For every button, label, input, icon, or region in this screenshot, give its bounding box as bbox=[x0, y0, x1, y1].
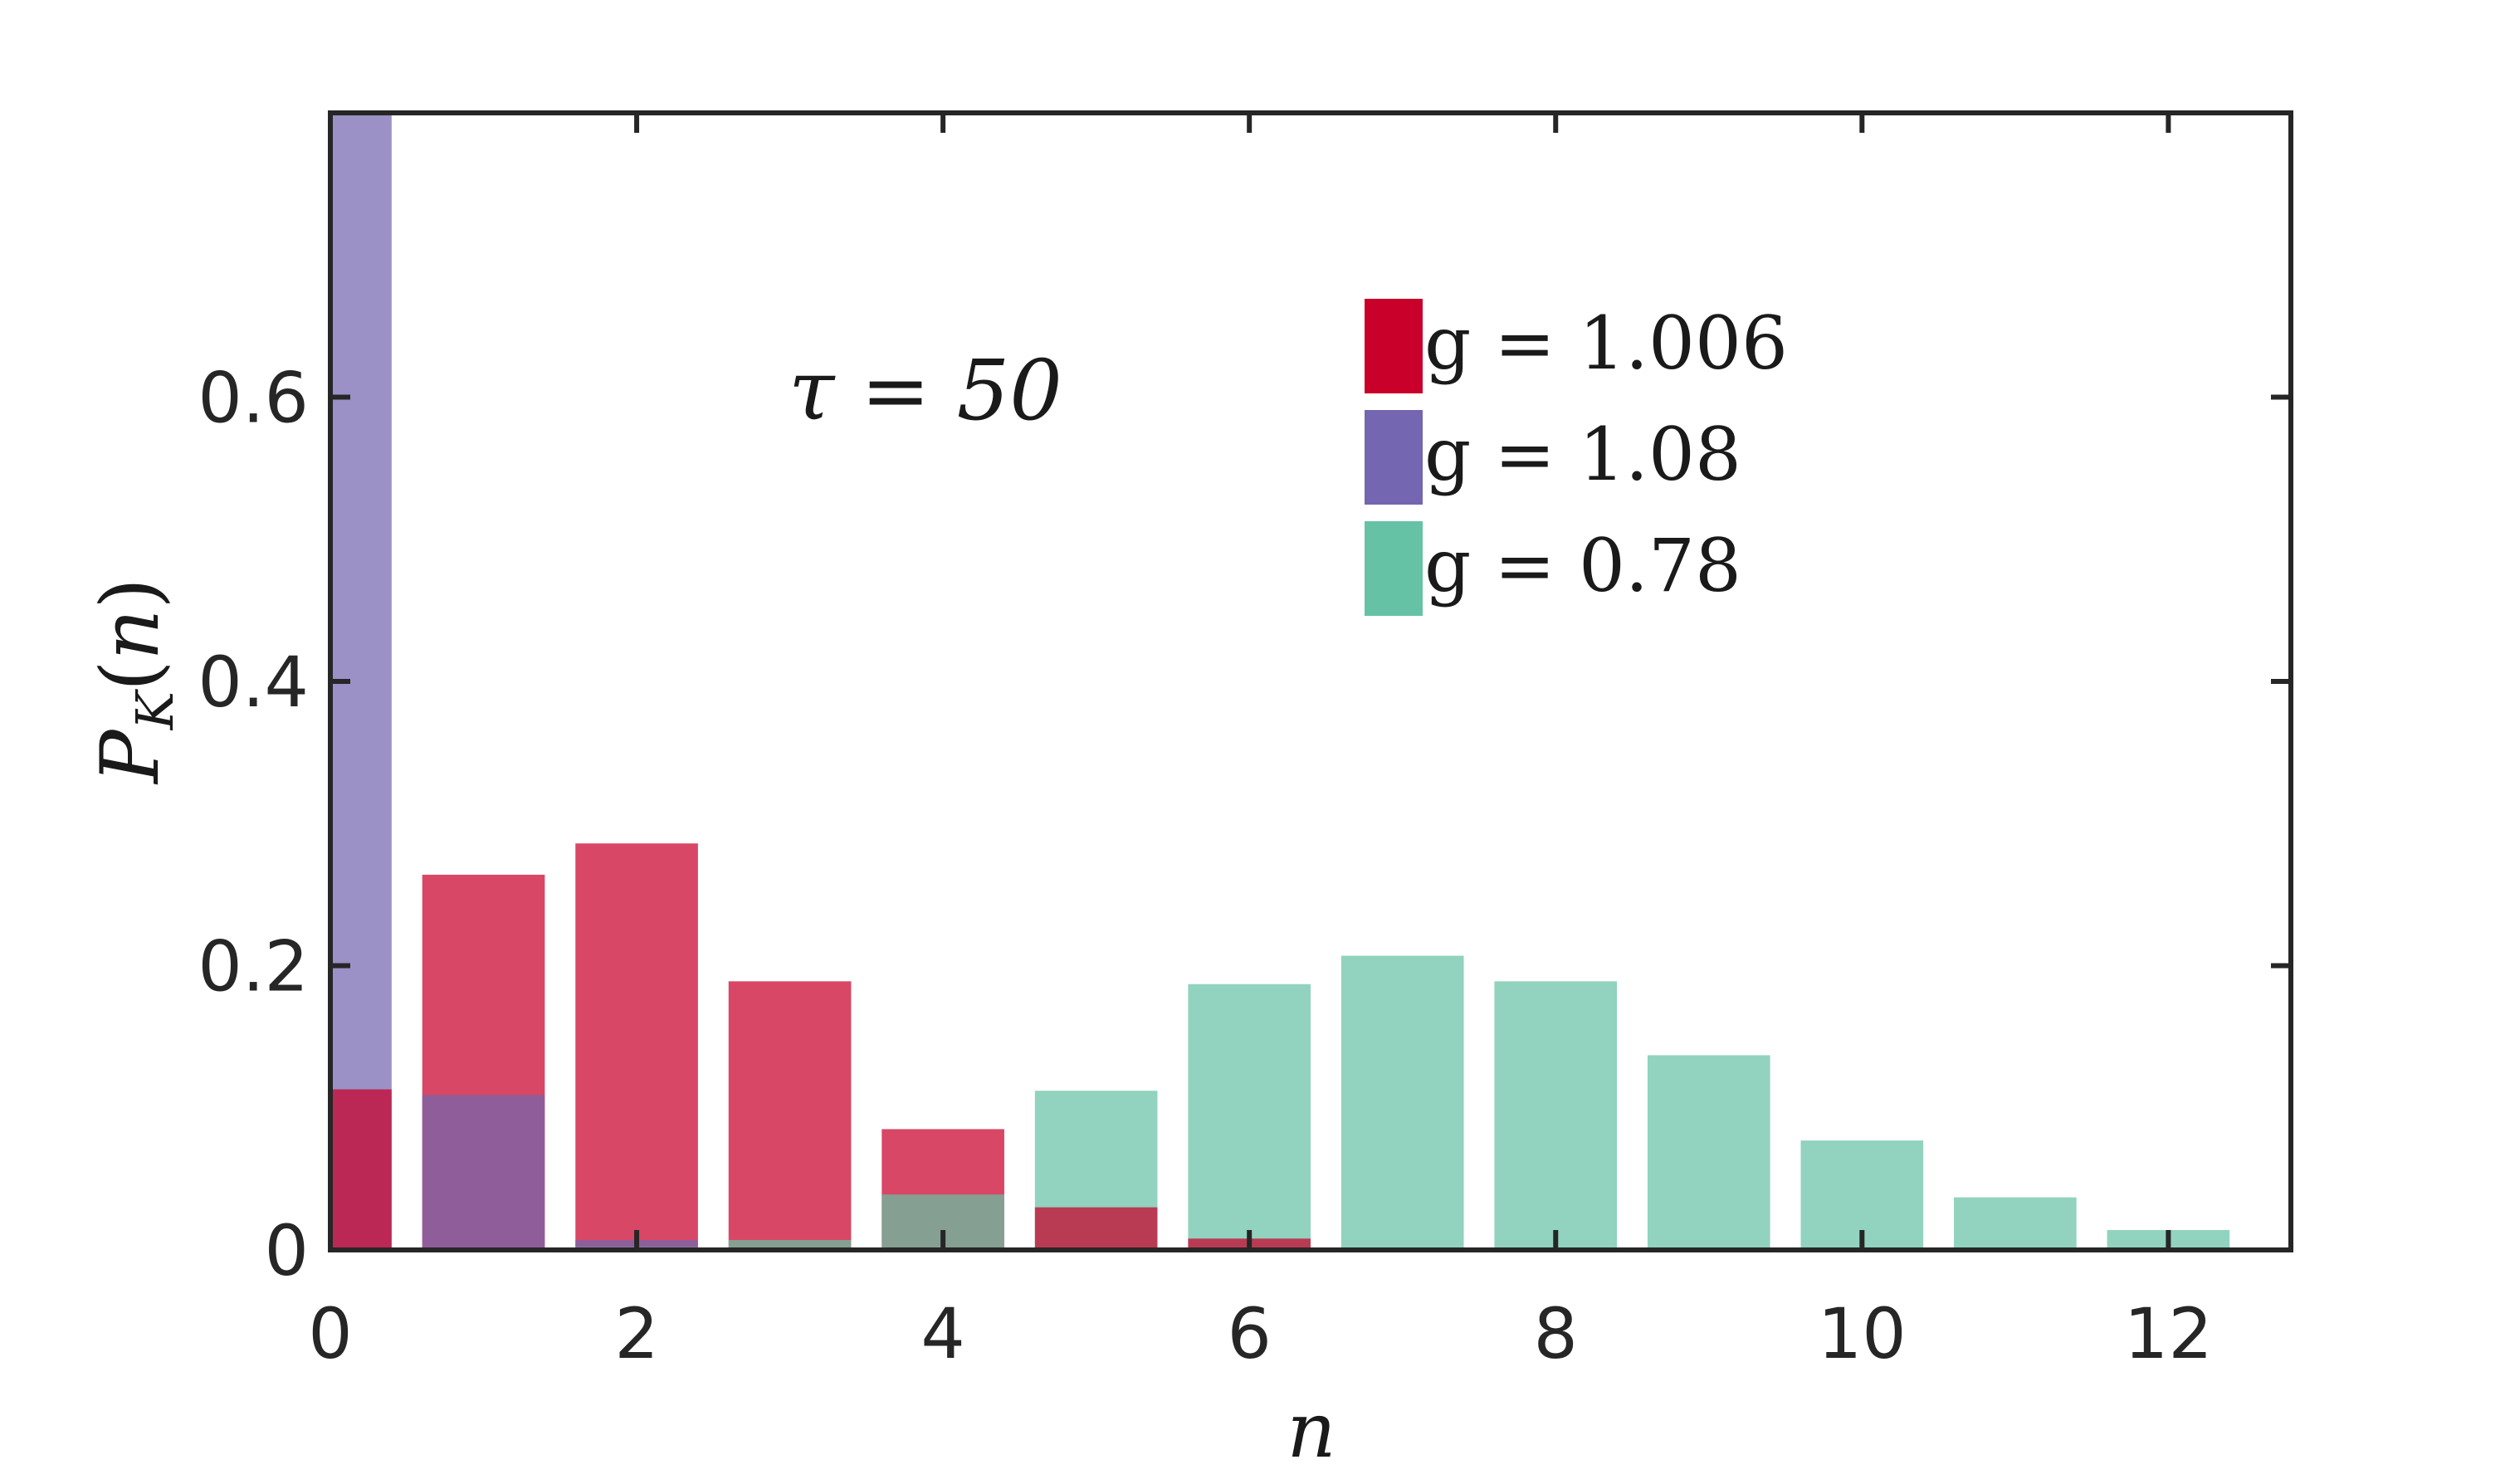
y-axis-label: PK(n) bbox=[84, 578, 185, 785]
bar-series-2-n-7 bbox=[1340, 955, 1464, 1250]
x-tick-label: 0 bbox=[308, 1293, 352, 1374]
x-tick-label: 8 bbox=[1534, 1293, 1578, 1374]
bar-series-0-n-5 bbox=[1034, 1207, 1158, 1250]
bar-series-2-n-3 bbox=[728, 1240, 852, 1250]
bar-series-0-n-0 bbox=[330, 1089, 392, 1250]
legend-swatch bbox=[1365, 521, 1423, 616]
x-tick-label: 10 bbox=[1818, 1293, 1907, 1374]
bar-series-0-n-3 bbox=[728, 981, 852, 1250]
y-tick-label: 0.4 bbox=[198, 642, 309, 723]
legend-swatch bbox=[1365, 299, 1423, 393]
bar-series-2-n-6 bbox=[1188, 984, 1311, 1250]
x-tick-label: 6 bbox=[1227, 1293, 1271, 1374]
legend-entry: g = 1.08 bbox=[1424, 412, 1741, 497]
x-tick-label: 4 bbox=[920, 1293, 964, 1374]
x-tick-label: 2 bbox=[614, 1293, 658, 1374]
legend-entry: g = 0.78 bbox=[1424, 523, 1741, 608]
y-tick-label: 0.2 bbox=[198, 926, 309, 1008]
bars-group bbox=[330, 113, 2230, 1250]
plot-frame bbox=[328, 110, 2293, 1252]
bar-series-0-n-2 bbox=[575, 843, 698, 1250]
legend-entry: g = 1.006 bbox=[1424, 300, 1788, 386]
svg-text:PK(n): PK(n) bbox=[84, 578, 185, 785]
bar-series-2-n-8 bbox=[1494, 981, 1618, 1250]
bar-series-1-n-1 bbox=[422, 1095, 545, 1250]
x-tick-label: 12 bbox=[2124, 1293, 2213, 1374]
legend-swatch bbox=[1365, 410, 1423, 505]
tau-annotation: τ = 50 bbox=[789, 342, 1062, 439]
tick-labels: 0 2 4 6 8 10 12 0 0.2 0.4 0.6 bbox=[198, 358, 2212, 1375]
legend: g = 1.006 g = 1.08 g = 0.78 bbox=[1365, 299, 1788, 616]
x-axis-label: n bbox=[1287, 1386, 1336, 1475]
y-tick-label: 0 bbox=[265, 1210, 309, 1291]
bar-series-2-n-9 bbox=[1647, 1055, 1770, 1250]
bar-series-2-n-11 bbox=[1954, 1197, 2077, 1250]
y-tick-label: 0.6 bbox=[198, 358, 309, 439]
